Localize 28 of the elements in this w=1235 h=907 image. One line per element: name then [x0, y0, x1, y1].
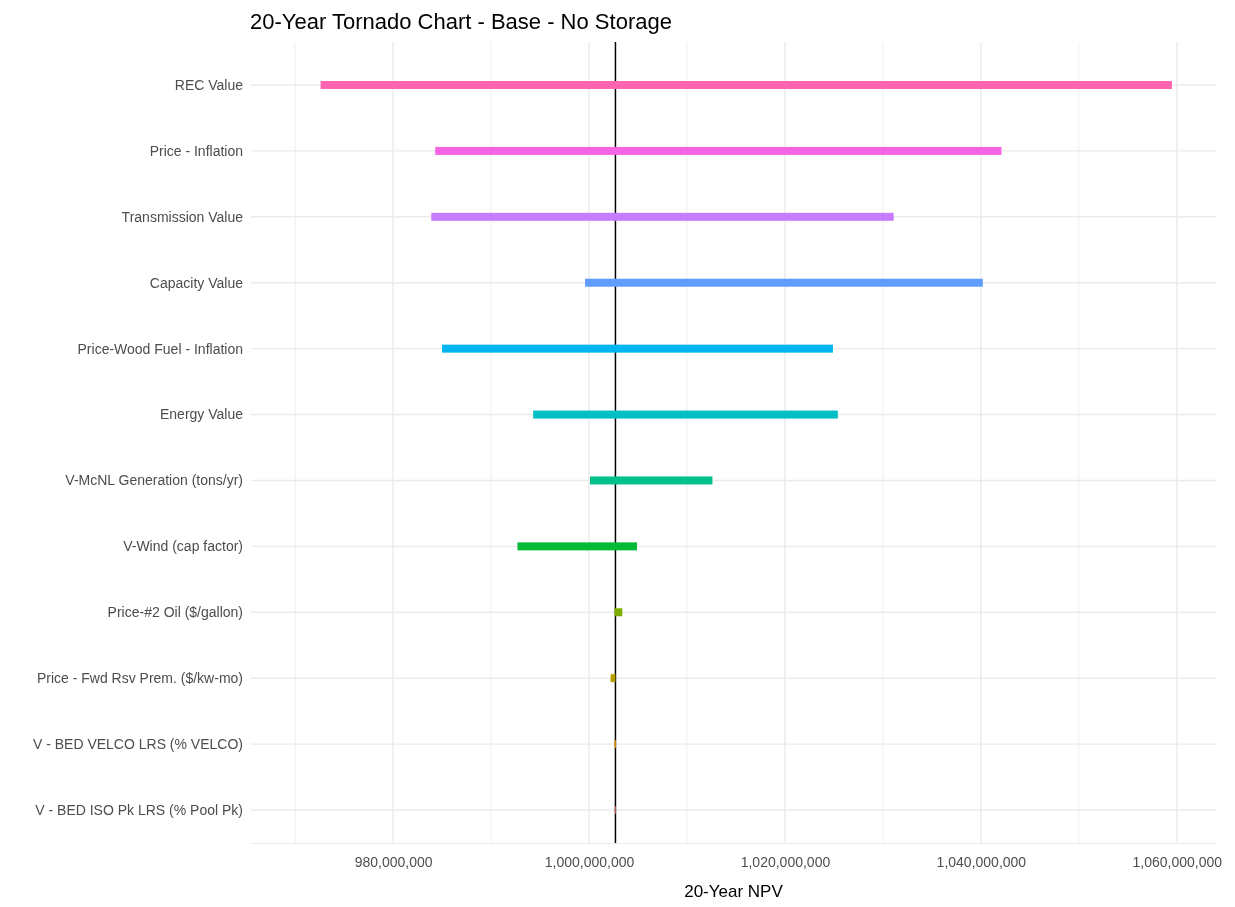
bar [442, 344, 833, 353]
y-tick-label: REC Value [174, 76, 244, 93]
y-tick-label: Price - Fwd Rsv Prem. ($/kw-mo) [36, 670, 243, 687]
y-tick-label: Price-Wood Fuel - Inflation [77, 340, 243, 357]
bar [589, 476, 713, 485]
chart-title: 20-Year Tornado Chart - Base - No Storage [250, 9, 672, 34]
y-tick-label: Capacity Value [149, 274, 244, 291]
x-tick-label: 980,000,000 [354, 853, 433, 870]
bar [585, 278, 983, 287]
bar [431, 212, 894, 221]
x-tick-label: 1,020,000,000 [740, 853, 831, 870]
x-tick-label: 1,040,000,000 [936, 853, 1027, 870]
bar [517, 542, 637, 551]
x-axis-title: 20-Year NPV [684, 882, 784, 901]
y-tick-label: V - BED ISO Pk LRS (% Pool Pk) [35, 801, 243, 818]
y-tick-label: V-McNL Generation (tons/yr) [65, 472, 243, 489]
x-tick-label: 1,000,000,000 [544, 853, 635, 870]
x-tick-label: 1,060,000,000 [1132, 853, 1223, 870]
y-tick-label: Transmission Value [121, 208, 244, 225]
bar [533, 410, 838, 419]
bar [320, 81, 1172, 89]
y-tick-label: Energy Value [159, 406, 244, 423]
y-tick-label: V - BED VELCO LRS (% VELCO) [32, 735, 243, 752]
bar [614, 608, 623, 617]
bar [435, 146, 1002, 155]
y-tick-label: Price - Inflation [149, 142, 243, 159]
y-tick-label: V-Wind (cap factor) [123, 538, 243, 555]
y-tick-label: Price-#2 Oil ($/gallon) [107, 604, 243, 621]
